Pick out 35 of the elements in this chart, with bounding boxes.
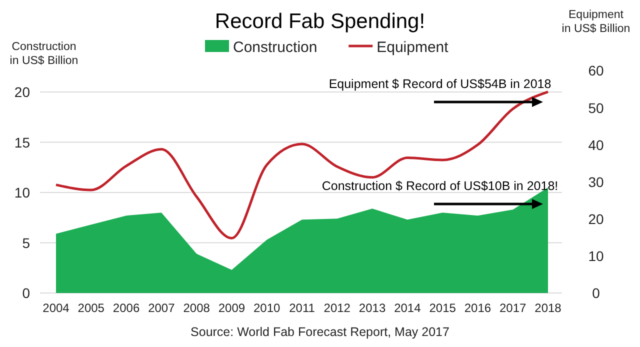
y2-axis-title: Equipment in US$ Billion (562, 9, 630, 35)
x-tick-label: 2004 (42, 301, 70, 315)
x-tick-label: 2008 (183, 301, 210, 315)
x-tick-label: 2005 (78, 301, 105, 315)
chart-title: Record Fab Spending! (214, 10, 426, 33)
annotation: Construction $ Record of US$10B in 2018! (322, 179, 558, 193)
x-tick-label: 2009 (218, 301, 246, 315)
y-tick-label: 0 (22, 285, 30, 301)
x-tick-label: 2007 (148, 301, 176, 315)
x-tick-label: 2015 (429, 301, 456, 315)
y-tick-label: 5 (22, 234, 30, 251)
y-tick-label: 20 (14, 84, 30, 100)
y-tick-label: 10 (14, 184, 30, 200)
text: Equipment $ Record of US$54B in 2018 (328, 77, 552, 91)
y2-tick-label: 10 (588, 248, 604, 264)
x-tick-label: 2012 (324, 301, 351, 315)
y2-tick-label: 30 (588, 174, 604, 190)
legend-label: Equipment (376, 39, 450, 56)
y2-tick-label: 50 (588, 100, 604, 116)
source-note: Source: World Fab Forecast Report, May 2017 (190, 325, 450, 339)
x-tick-label: 2010 (254, 301, 281, 315)
y-axis-title: Construction in US$ Billion (10, 41, 78, 67)
x-tick-label: 2016 (464, 301, 492, 315)
y2-tick-label: 40 (588, 136, 604, 153)
legend-label: Construction (233, 39, 318, 56)
x-tick-label: 2013 (358, 301, 386, 315)
x-tick-label: 2014 (394, 301, 422, 315)
y2-tick-label: 0 (592, 285, 600, 301)
x-tick-label: 2011 (289, 301, 316, 315)
x-tick-label: 2006 (112, 301, 140, 315)
y2-tick-label: 60 (588, 62, 604, 79)
y-tick-label: 15 (14, 134, 30, 150)
x-tick-label: 2018 (534, 301, 562, 315)
x-tick-label: 2017 (500, 301, 527, 315)
y2-tick-label: 20 (588, 210, 604, 227)
